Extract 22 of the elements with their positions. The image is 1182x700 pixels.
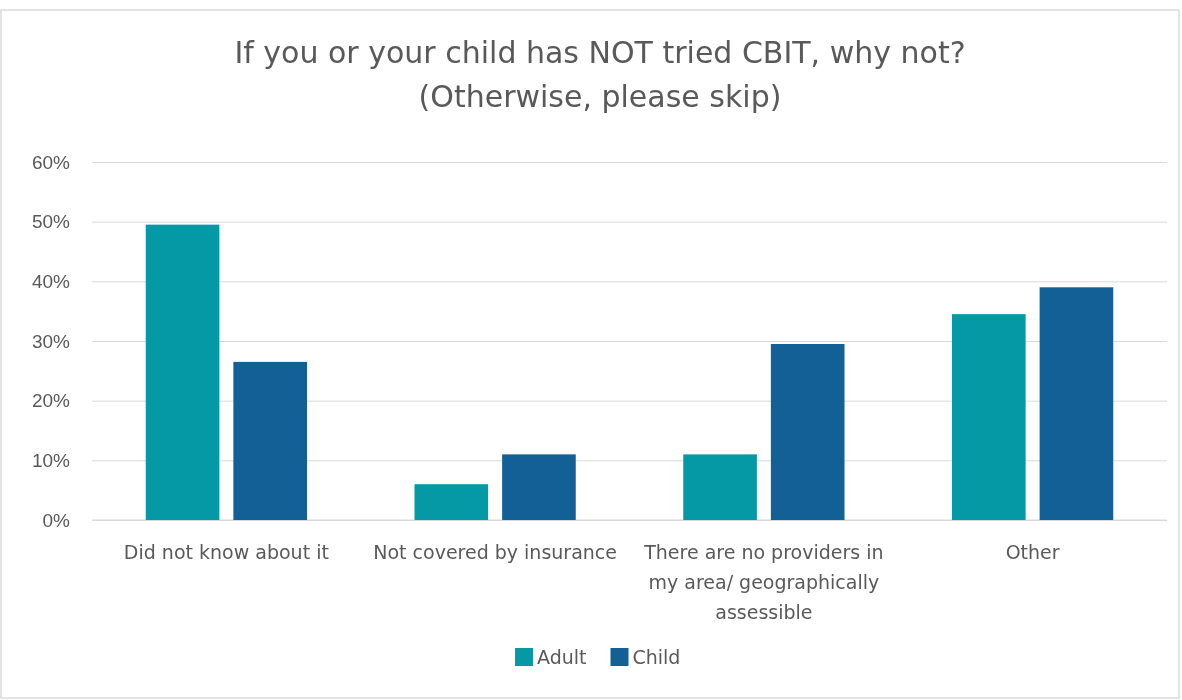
y-tick-label: 10% — [31, 449, 71, 471]
x-tick-label: There are no providers in my area/ geographically assessible — [643, 541, 884, 623]
bar — [952, 314, 1026, 520]
y-tick-label: 40% — [31, 270, 71, 292]
y-tick-label: 20% — [31, 390, 71, 412]
y-tick-label: 60% — [31, 151, 71, 173]
legend-label: Child — [632, 646, 681, 668]
y-tick-label: 0% — [42, 509, 71, 531]
y-tick-label: 50% — [31, 211, 71, 233]
bar — [145, 224, 220, 520]
legend-label: Adult — [537, 646, 587, 668]
x-tick-label: Did not know about it — [123, 541, 329, 563]
bar — [502, 454, 576, 520]
bar — [1039, 287, 1114, 520]
bar — [683, 454, 757, 520]
x-tick-label: Other — [1005, 541, 1060, 563]
y-tick-label: 30% — [31, 330, 71, 352]
bar — [770, 343, 845, 520]
chart-title: If you or your child has NOT tried CBIT, why not? (Otherwise, please skip) — [234, 35, 966, 114]
bar — [414, 484, 489, 520]
bar — [233, 361, 307, 520]
x-tick-label: Not covered by insurance — [373, 541, 618, 563]
